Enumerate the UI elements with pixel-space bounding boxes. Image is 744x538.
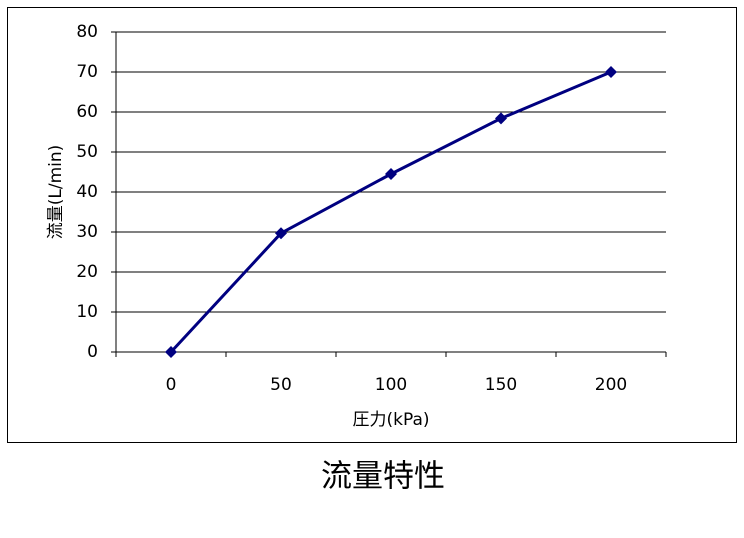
x-tick-label: 100 xyxy=(375,375,407,395)
data-marker xyxy=(495,112,507,125)
y-axis-label: 流量(L/min) xyxy=(46,145,66,240)
y-tick-label: 60 xyxy=(76,102,98,122)
y-tick-label: 10 xyxy=(76,302,98,322)
y-tick-label: 50 xyxy=(76,142,98,162)
y-tick-label: 70 xyxy=(76,62,98,82)
x-tick-label: 150 xyxy=(485,375,517,395)
data-marker xyxy=(165,346,177,358)
chart-frame xyxy=(7,7,737,443)
y-tick-label: 0 xyxy=(87,342,98,362)
y-tick-label: 80 xyxy=(76,22,98,42)
y-tick-label: 40 xyxy=(76,182,98,202)
x-tick-label: 200 xyxy=(595,375,627,395)
chart-title: 流量特性 xyxy=(321,459,445,495)
data-marker xyxy=(605,66,617,78)
x-tick-label: 50 xyxy=(270,375,292,395)
y-tick-label: 20 xyxy=(76,262,98,282)
x-tick-label: 0 xyxy=(166,375,177,395)
y-tick-label: 30 xyxy=(76,222,98,242)
data-marker xyxy=(385,168,397,180)
x-axis-label: 圧力(kPa) xyxy=(352,410,429,430)
data-marker xyxy=(275,227,287,240)
